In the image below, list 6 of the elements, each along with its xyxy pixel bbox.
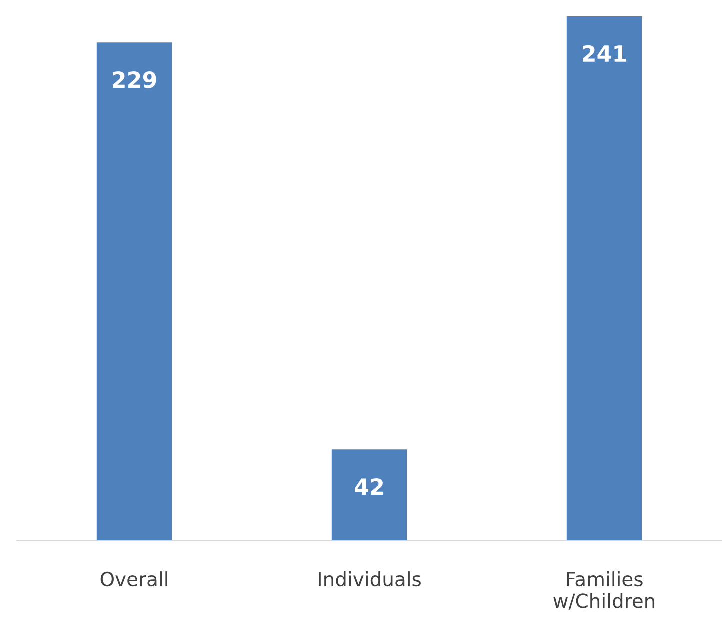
data-label: 229 <box>113 71 156 88</box>
x-tick-label: Overall <box>100 572 168 587</box>
data-label: 241 <box>583 45 626 62</box>
x-tick-label: Families w/Children <box>554 572 655 610</box>
data-label: 42 <box>355 478 384 495</box>
x-tick-label: Individuals <box>318 572 421 587</box>
